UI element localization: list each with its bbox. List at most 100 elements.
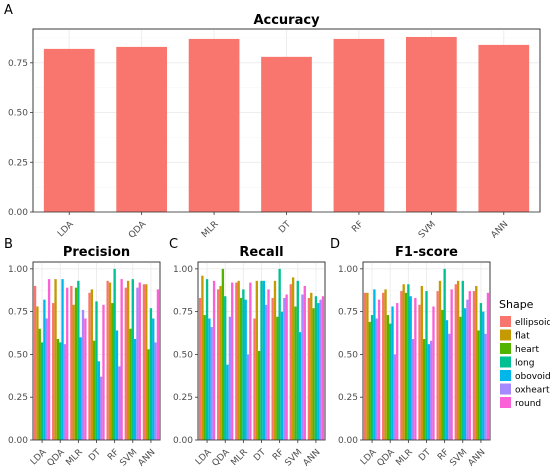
bar-svm-obovoid: [298, 332, 302, 440]
x-tick-label: DT: [417, 447, 433, 463]
x-tick-label: SVM: [118, 448, 139, 469]
bar-ann-long: [314, 296, 318, 440]
x-tick-label: SVM: [448, 448, 469, 469]
bar-mlr-round: [84, 318, 87, 440]
y-tick-label: 1.00: [8, 265, 28, 275]
bar-ann-heart: [147, 349, 150, 440]
bar-rf-long: [278, 268, 281, 440]
bar-svm-round: [138, 282, 141, 440]
x-tick-label: DT: [277, 219, 293, 235]
bar-lda-oxheart: [45, 318, 48, 440]
bar-dt-heart: [258, 351, 261, 440]
bar-dt-long: [425, 291, 428, 440]
bar-qda-round: [396, 303, 399, 440]
bar-rf-ellipsoid: [106, 280, 109, 440]
bar-dt-obovoid: [262, 280, 265, 440]
x-tick-label: ANN: [137, 448, 158, 469]
x-tick-label: LDA: [194, 447, 214, 467]
legend-label-round: round: [515, 399, 541, 409]
bar-dt-oxheart: [429, 340, 433, 440]
y-tick-label: 0.75: [173, 308, 193, 318]
bar-svm-oxheart: [136, 287, 139, 440]
x-tick-label: DT: [252, 447, 268, 463]
y-tick-label: 1.00: [173, 265, 193, 275]
panel-tag-c: C: [169, 237, 178, 252]
bar-mlr-long: [407, 284, 410, 440]
bar-qda-long: [224, 296, 227, 440]
bar-svm-long: [131, 279, 134, 440]
bar-svm-heart: [294, 306, 297, 440]
bar-lda-oxheart: [210, 327, 213, 440]
bar-svm-obovoid: [133, 339, 137, 440]
bar-rf-ellipsoid: [271, 297, 274, 440]
bar-dt-flat: [90, 289, 94, 440]
x-tick-label: QDA: [376, 447, 398, 469]
bar-lda-heart: [368, 321, 371, 440]
bar-svm-oxheart: [301, 294, 304, 440]
bar-rf-obovoid: [115, 330, 119, 440]
bar-rf-heart: [441, 309, 444, 440]
bar-lda-long: [370, 315, 374, 440]
x-tick-label: ANN: [489, 220, 510, 241]
bar-qda-flat: [219, 285, 222, 440]
bar-qda-round: [231, 282, 234, 440]
x-tick-label: SVM: [417, 220, 438, 241]
y-tick-label: 0.50: [173, 350, 193, 360]
bar-rf-flat: [108, 282, 112, 440]
bar-dt-long: [95, 301, 98, 440]
bar-qda-obovoid: [391, 306, 394, 440]
legend: Shape ellipsoid flat heart long obovoid oxhear…: [499, 298, 550, 409]
bar-lda-ellipsoid: [198, 297, 202, 440]
x-tick-label: LDA: [56, 219, 76, 239]
bar-qda-ellipsoid: [217, 289, 220, 440]
bar-lda-flat: [36, 306, 39, 440]
x-tick-label: RF: [350, 220, 365, 235]
y-tick-label: 0.00: [173, 436, 193, 446]
bar-mlr-heart: [239, 297, 243, 440]
y-tick-label: 0.25: [8, 393, 28, 403]
bar-mlr-long: [77, 280, 80, 440]
y-tick-label: 0.25: [173, 393, 193, 403]
bar-ann-oxheart: [319, 299, 322, 440]
bar-rf-obovoid: [280, 311, 284, 440]
bar-qda-round: [66, 287, 69, 440]
bar-rf-long: [443, 268, 446, 440]
bar-svm-ellipsoid: [124, 287, 127, 440]
bar-qda-ellipsoid: [382, 292, 385, 440]
bar-ann-obovoid: [482, 311, 485, 440]
y-tick-label: 0.50: [8, 350, 28, 360]
bar-mlr-long: [242, 289, 245, 440]
bar-svm-flat: [126, 280, 130, 440]
bar-mlr-round: [249, 282, 252, 440]
bar-qda-obovoid: [226, 364, 229, 440]
bar-qda-ellipsoid: [52, 303, 55, 440]
bar-mlr-oxheart: [411, 339, 415, 440]
bar-qda-flat: [384, 289, 387, 440]
bar-dt-round: [432, 306, 435, 440]
bar-rf-flat: [273, 280, 277, 440]
legend-swatch-oxheart: [500, 383, 511, 395]
bar-mlr-flat: [72, 304, 75, 440]
bar-qda-long: [59, 342, 62, 440]
bar-svm-heart: [459, 316, 462, 440]
legend-label-ellipsoid: ellipsoid: [515, 318, 550, 328]
x-tick-label: MLR: [64, 448, 85, 469]
bar-qda-oxheart: [393, 354, 397, 440]
bar-lda-ellipsoid: [363, 292, 367, 440]
legend-label-flat: flat: [515, 332, 530, 342]
y-tick-label: 0.75: [338, 308, 358, 318]
bar-ann-long: [479, 303, 483, 440]
y-tick-label: 0.50: [338, 350, 358, 360]
bar-ann-flat: [145, 284, 148, 440]
bar-svm-oxheart: [466, 299, 469, 440]
y-tick-label: 0.00: [8, 208, 28, 218]
bar-mlr-obovoid: [244, 299, 247, 440]
bar-svm-heart: [129, 328, 132, 440]
bar-lda-ellipsoid: [33, 285, 37, 440]
bar-dt-oxheart: [99, 376, 103, 440]
legend-swatch-ellipsoid: [500, 316, 511, 327]
y-tick-label: 0.25: [338, 393, 358, 403]
bar-lda-obovoid: [208, 318, 211, 440]
